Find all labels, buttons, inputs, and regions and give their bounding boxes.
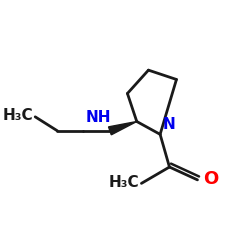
Text: O: O xyxy=(203,170,218,188)
Polygon shape xyxy=(108,122,137,135)
Text: N: N xyxy=(162,117,175,132)
Text: H₃C: H₃C xyxy=(2,108,33,123)
Text: H₃C: H₃C xyxy=(108,175,139,190)
Text: NH: NH xyxy=(86,110,111,125)
